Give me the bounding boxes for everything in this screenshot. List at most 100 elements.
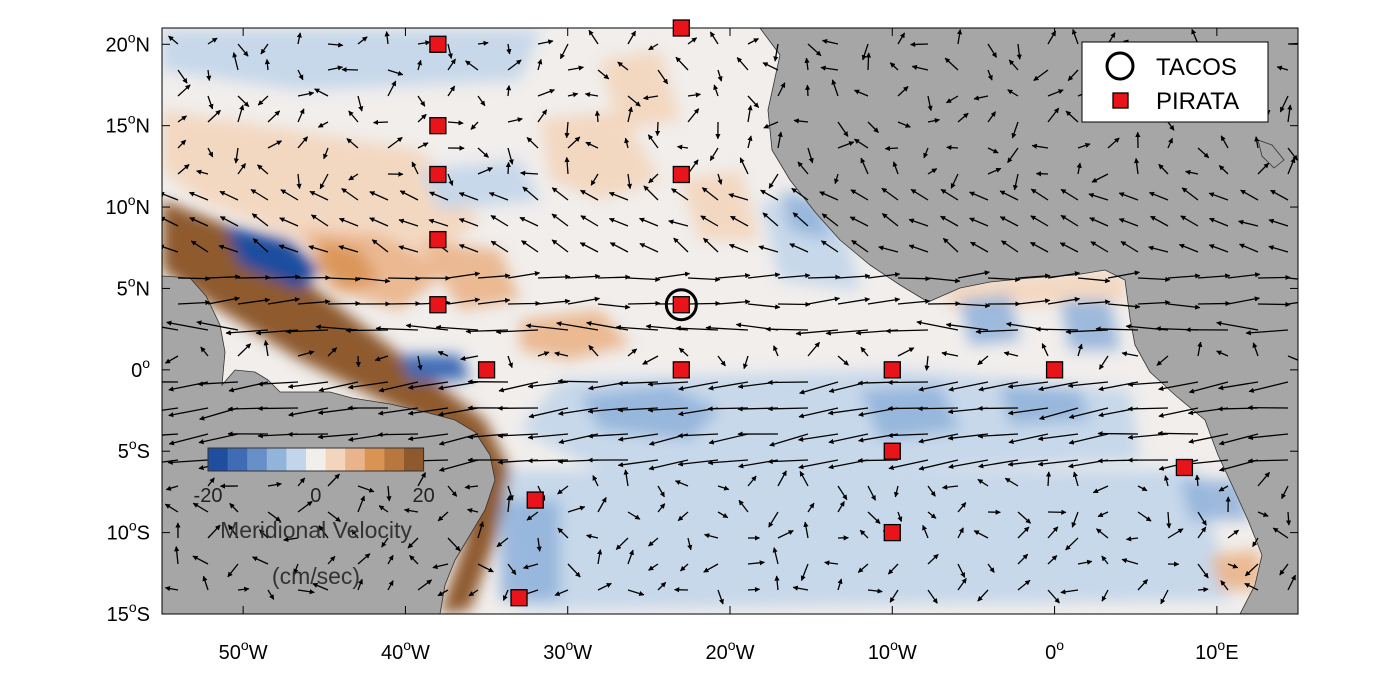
current-arrow (1107, 303, 1141, 310)
pirata-mooring (429, 117, 447, 135)
current-arrow (551, 187, 569, 201)
current-arrow (747, 560, 765, 566)
current-arrow (1281, 485, 1289, 500)
current-arrow (1218, 381, 1259, 391)
current-arrow (260, 43, 269, 55)
pirata-mooring (1175, 458, 1194, 477)
current-arrow (799, 471, 809, 487)
current-arrow (526, 511, 539, 521)
current-arrow (977, 355, 989, 366)
current-arrow (496, 537, 509, 548)
current-arrow (207, 95, 214, 110)
current-arrow (528, 407, 569, 419)
current-arrow (1007, 147, 1019, 164)
current-arrow (1252, 342, 1259, 357)
current-arrow (507, 300, 541, 307)
current-arrow (580, 215, 599, 227)
current-arrow (747, 475, 757, 487)
current-arrow (317, 433, 359, 440)
current-arrow (507, 485, 514, 501)
current-arrow (774, 575, 780, 591)
current-arrow (318, 525, 329, 539)
current-arrow (551, 239, 569, 253)
current-arrow (257, 381, 299, 387)
current-arrow (849, 216, 869, 227)
current-arrow (1037, 459, 1079, 467)
x-tick-label: 40oW (381, 637, 430, 664)
current-arrow (807, 296, 840, 305)
current-arrow (257, 164, 269, 175)
current-arrow (369, 217, 389, 227)
current-arrow (687, 300, 721, 307)
current-arrow (537, 298, 571, 305)
current-arrow (490, 215, 509, 227)
current-arrow (668, 219, 689, 227)
current-arrow (557, 378, 599, 384)
current-arrow (458, 244, 479, 253)
current-arrow (219, 190, 239, 201)
current-arrow (207, 296, 240, 305)
current-arrow (327, 347, 338, 357)
current-arrow (657, 581, 667, 591)
current-arrow (1279, 563, 1289, 576)
y-tick-label: 15oN (106, 111, 151, 138)
colorbar: -20 0 20 Meridional Velocity (cm/sec) (194, 447, 435, 589)
current-arrow (709, 31, 719, 45)
current-arrow (557, 485, 569, 495)
current-arrow (708, 381, 749, 391)
current-arrow (647, 407, 689, 413)
current-arrow (279, 217, 299, 227)
current-arrow (411, 161, 419, 175)
current-arrow (237, 43, 249, 57)
current-arrow (564, 121, 570, 139)
current-arrow (1180, 215, 1199, 227)
current-arrow (174, 546, 180, 565)
current-arrow (1287, 104, 1293, 123)
current-arrow (918, 433, 959, 444)
current-arrow (207, 477, 215, 487)
current-arrow (318, 381, 359, 393)
x-tick-label: 50oW (219, 637, 268, 664)
pirata-mooring (883, 523, 901, 542)
current-arrow (717, 485, 730, 491)
current-arrow (1065, 537, 1079, 551)
current-arrow (1167, 528, 1184, 539)
current-arrow (1148, 191, 1169, 201)
current-arrow (468, 589, 479, 597)
current-arrow (1220, 580, 1229, 591)
colorbar-cell (247, 448, 268, 471)
current-arrow (357, 95, 364, 112)
current-arrow (1047, 555, 1058, 565)
current-arrow (807, 147, 814, 164)
current-arrow (945, 322, 989, 331)
current-arrow (615, 324, 659, 331)
current-arrow (956, 29, 963, 45)
colorbar-cell (404, 448, 424, 471)
current-arrow (969, 191, 989, 201)
current-arrow (1160, 589, 1169, 605)
current-arrow (387, 69, 404, 76)
current-arrow (975, 328, 1019, 335)
current-arrow (819, 191, 839, 201)
current-arrow (1247, 458, 1289, 464)
current-arrow (1091, 173, 1109, 183)
current-arrow (717, 589, 724, 605)
current-arrow (1067, 381, 1109, 389)
current-arrow (1197, 526, 1207, 539)
current-arrow (1072, 471, 1079, 487)
current-arrow (597, 497, 607, 513)
current-arrow (592, 475, 599, 487)
y-tick-label: 10oN (106, 192, 151, 219)
current-arrow (1071, 511, 1079, 528)
current-arrow (218, 244, 239, 253)
pirata-mooring (429, 296, 447, 314)
current-arrow (703, 237, 719, 253)
current-arrow (507, 563, 517, 575)
current-arrow (417, 355, 423, 371)
current-arrow (999, 190, 1019, 201)
pirata-symbol-icon (1112, 92, 1129, 109)
current-arrow (1158, 407, 1199, 418)
current-arrow (678, 347, 689, 357)
colorbar-cell (266, 448, 287, 471)
current-arrow (1197, 511, 1207, 526)
